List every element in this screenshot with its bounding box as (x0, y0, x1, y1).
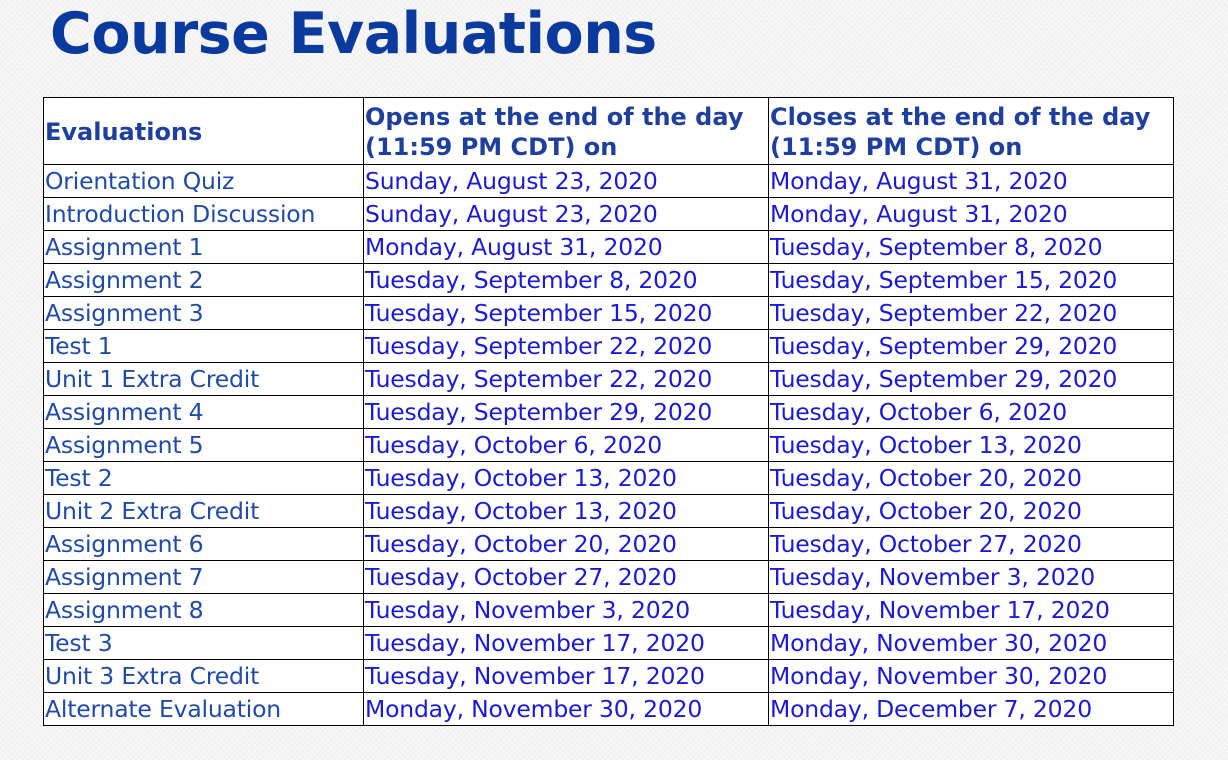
opens-date: Tuesday, September 22, 2020 (363, 329, 769, 363)
closes-date: Tuesday, September 15, 2020 (768, 263, 1174, 297)
table-row: Unit 1 Extra Credit Tuesday, September 22… (43, 362, 1174, 396)
evaluation-name: Assignment 2 (43, 263, 364, 297)
evaluation-name: Unit 3 Extra Credit (43, 659, 364, 693)
closes-date: Monday, December 7, 2020 (768, 692, 1174, 726)
evaluation-name: Assignment 7 (43, 560, 364, 594)
opens-date: Sunday, August 23, 2020 (363, 164, 769, 198)
opens-date: Tuesday, October 6, 2020 (363, 428, 769, 462)
closes-date: Tuesday, September 29, 2020 (768, 329, 1174, 363)
evaluation-name: Assignment 8 (43, 593, 364, 627)
table-row: Assignment 1 Monday, August 31, 2020 Tuesd… (43, 230, 1174, 264)
opens-date: Tuesday, October 13, 2020 (363, 494, 769, 528)
table-row: Alternate Evaluation Monday, November 30,… (43, 692, 1174, 726)
closes-date: Tuesday, October 20, 2020 (768, 494, 1174, 528)
opens-date: Tuesday, October 13, 2020 (363, 461, 769, 495)
evaluation-name: Orientation Quiz (43, 164, 364, 198)
evaluation-name: Assignment 1 (43, 230, 364, 264)
opens-date: Tuesday, November 3, 2020 (363, 593, 769, 627)
evaluation-name: Unit 1 Extra Credit (43, 362, 364, 396)
closes-date: Tuesday, October 13, 2020 (768, 428, 1174, 462)
closes-date: Monday, August 31, 2020 (768, 197, 1174, 231)
closes-date: Tuesday, September 29, 2020 (768, 362, 1174, 396)
table-row: Assignment 8 Tuesday, November 3, 2020 Tue… (43, 593, 1174, 627)
evaluation-name: Alternate Evaluation (43, 692, 364, 726)
table-row: Assignment 3 Tuesday, September 15, 2020 T… (43, 296, 1174, 330)
opens-date: Tuesday, October 27, 2020 (363, 560, 769, 594)
closes-date: Tuesday, October 27, 2020 (768, 527, 1174, 561)
closes-date: Tuesday, November 3, 2020 (768, 560, 1174, 594)
table-row: Assignment 5 Tuesday, October 6, 2020 Tues… (43, 428, 1174, 462)
opens-date: Tuesday, September 22, 2020 (363, 362, 769, 396)
table-row: Assignment 7 Tuesday, October 27, 2020 Tue… (43, 560, 1174, 594)
closes-date: Monday, November 30, 2020 (768, 659, 1174, 693)
evaluation-name: Assignment 5 (43, 428, 364, 462)
evaluation-name: Assignment 3 (43, 296, 364, 330)
table-header-row: Evaluations Opens at the end of the day … (43, 97, 1174, 165)
table-row: Orientation Quiz Sunday, August 23, 2020 M… (43, 164, 1174, 198)
opens-date: Monday, November 30, 2020 (363, 692, 769, 726)
table-row: Test 1 Tuesday, September 22, 2020 Tuesday… (43, 329, 1174, 363)
closes-date: Monday, August 31, 2020 (768, 164, 1174, 198)
evaluation-name: Test 1 (43, 329, 364, 363)
opens-date: Tuesday, September 15, 2020 (363, 296, 769, 330)
closes-date: Tuesday, September 8, 2020 (768, 230, 1174, 264)
evaluation-name: Test 3 (43, 626, 364, 660)
header-closes: Closes at the end of the day (11:59 PM C… (768, 97, 1174, 165)
evaluation-schedule-table: Evaluations Opens at the end of the day … (43, 97, 1174, 726)
opens-date: Monday, August 31, 2020 (363, 230, 769, 264)
opens-date: Sunday, August 23, 2020 (363, 197, 769, 231)
opens-date: Tuesday, November 17, 2020 (363, 659, 769, 693)
header-closes-label: Closes at the end of the day (11:59 PM C… (770, 102, 1151, 161)
table-body: Orientation Quiz Sunday, August 23, 2020 M… (43, 164, 1174, 726)
opens-date: Tuesday, November 17, 2020 (363, 626, 769, 660)
header-opens: Opens at the end of the day (11:59 PM CD… (363, 97, 769, 165)
opens-date: Tuesday, September 29, 2020 (363, 395, 769, 429)
closes-date: Monday, November 30, 2020 (768, 626, 1174, 660)
closes-date: Tuesday, September 22, 2020 (768, 296, 1174, 330)
table-row: Test 3 Tuesday, November 17, 2020 Monday, … (43, 626, 1174, 660)
table-row: Assignment 6 Tuesday, October 20, 2020 Tue… (43, 527, 1174, 561)
evaluation-name: Assignment 6 (43, 527, 364, 561)
header-opens-label: Opens at the end of the day (11:59 PM CD… (365, 102, 744, 161)
table-row: Assignment 4 Tuesday, September 29, 2020 T… (43, 395, 1174, 429)
table-row: Test 2 Tuesday, October 13, 2020 Tuesday, … (43, 461, 1174, 495)
closes-date: Tuesday, November 17, 2020 (768, 593, 1174, 627)
page-title: Course Evaluations (50, 1, 657, 67)
header-evaluations: Evaluations (43, 97, 364, 165)
table-row: Assignment 2 Tuesday, September 8, 2020 Tu… (43, 263, 1174, 297)
evaluation-name: Test 2 (43, 461, 364, 495)
opens-date: Tuesday, September 8, 2020 (363, 263, 769, 297)
evaluation-name: Unit 2 Extra Credit (43, 494, 364, 528)
table-row: Unit 2 Extra Credit Tuesday, October 13, … (43, 494, 1174, 528)
evaluation-name: Assignment 4 (43, 395, 364, 429)
opens-date: Tuesday, October 20, 2020 (363, 527, 769, 561)
table-row: Unit 3 Extra Credit Tuesday, November 17,… (43, 659, 1174, 693)
table-row: Introduction Discussion Sunday, August 23… (43, 197, 1174, 231)
evaluation-name: Introduction Discussion (43, 197, 364, 231)
closes-date: Tuesday, October 6, 2020 (768, 395, 1174, 429)
closes-date: Tuesday, October 20, 2020 (768, 461, 1174, 495)
